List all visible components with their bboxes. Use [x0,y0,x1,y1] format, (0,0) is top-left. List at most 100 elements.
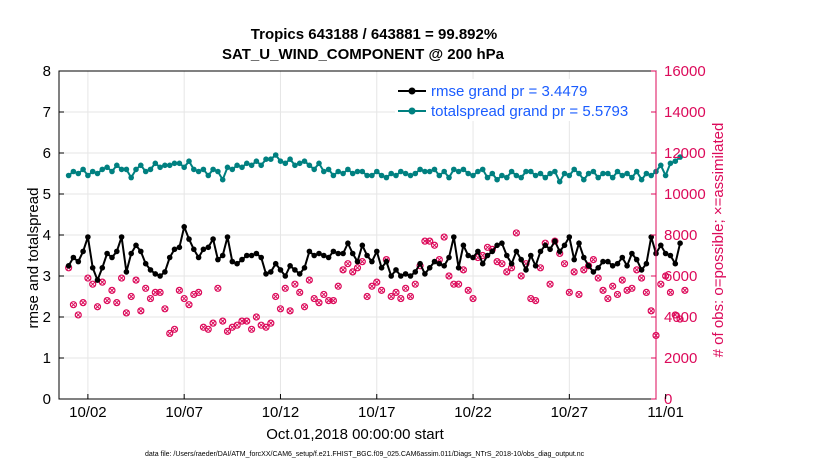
totalspread-point [638,176,645,183]
obs-possible-marker [421,237,429,245]
obs-possible-marker [599,286,607,294]
totalspread-point [417,166,423,173]
rmse-point [479,260,486,267]
y-axis-right-label: # of obs: o=possible; ×=assimilated [710,123,727,358]
totalspread-point [532,172,539,179]
rmse-point [532,263,539,269]
rmse-point [157,273,163,279]
obs-possible-marker [406,292,415,301]
obs-possible-marker [618,276,626,284]
y-left-tick-label: 7 [43,104,51,121]
obs-possible-marker [503,268,511,276]
obs-possible-marker [657,280,665,288]
obs-possible-marker [103,297,111,305]
obs-possible-marker [113,299,121,307]
totalspread-point [258,162,265,169]
obs-assimilated-marker [248,326,255,333]
x-tick-label: 10/27 [551,404,589,421]
footnote-data-file: data file: /Users/raeder/DAI/ATM_forcXX/… [145,451,585,458]
obs-possible-marker [122,309,131,317]
obs-possible-marker [156,288,164,296]
obs-assimilated-marker [157,289,163,296]
y-left-tick-label: 6 [43,145,51,162]
totalspread-point [200,166,207,173]
rmse-point [369,258,375,265]
rmse-point [171,246,178,253]
totalspread-point [460,166,467,173]
obs-assimilated-marker [292,281,298,288]
x-tick-label: 10/12 [262,404,300,421]
obs-assimilated-marker [128,293,135,300]
legend-spread-label: totalspread grand pr = 5.5793 [431,103,628,120]
obs-assimilated-marker [609,283,616,290]
totalspread-point [369,172,375,179]
obs-assimilated-marker [576,291,582,298]
rmse-point [99,265,106,271]
obs-assimilated-marker [648,307,655,314]
rmse-point [624,263,630,269]
obs-assimilated-marker [605,295,611,302]
obs-possible-marker [185,301,193,309]
obs-possible-marker [320,290,328,299]
rmse-point [383,258,390,265]
rmse-point [581,254,587,261]
obs-assimilated-marker [267,320,274,327]
obs-assimilated-marker [210,320,216,327]
totalspread-point [393,172,399,179]
rmse-point [518,256,524,263]
series-lines [65,152,683,283]
x-axis-label: Oct.01,2018 00:00:00 start [266,426,444,443]
y-left-tick-label: 5 [43,186,51,203]
obs-assimilated-marker [373,279,380,286]
obs-assimilated-marker [436,256,443,263]
obs-assimilated-marker [499,260,505,267]
obs-assimilated-marker [215,285,221,292]
obs-possible-marker [137,307,145,315]
totalspread-point [422,168,428,175]
obs-possible-marker [272,292,280,301]
obs-possible-marker [397,294,405,303]
totalspread-point [239,164,245,171]
obs-assimilated-marker [109,287,115,294]
totalspread-point [349,170,356,177]
rmse-point [109,254,115,261]
totalspread-point [277,158,284,164]
obs-possible-marker [387,292,395,301]
rmse-point [537,248,544,255]
obs-possible-marker [315,299,323,307]
rmse-point [556,248,563,255]
y-right-tick-label: 12000 [664,145,706,162]
obs-possible-marker [666,288,675,296]
totalspread-point [383,174,390,181]
obs-possible-marker [300,303,309,311]
obs-possible-marker [532,297,540,305]
rmse-point [571,256,577,263]
rmse-point [451,234,457,240]
obs-possible-marker [262,323,270,331]
totalspread-point [499,172,505,179]
rmse-point [658,242,664,249]
rmse-point [181,224,187,230]
totalspread-point [566,172,573,179]
obs-possible-marker [204,325,212,333]
y-right-tick-label: 8000 [664,227,697,244]
obs-possible-marker [498,260,506,268]
rmse-point [417,260,423,267]
obs-assimilated-marker [561,260,568,267]
obs-assimilated-marker [547,281,553,288]
obs-possible-marker [74,311,82,319]
totalspread-point [263,156,269,162]
totalspread-point [547,170,553,177]
x-tick-label: 10/07 [165,404,203,421]
rmse-point [133,242,139,249]
rmse-point [248,252,255,259]
obs-assimilated-marker [253,314,260,320]
totalspread-point [316,160,322,167]
totalspread-point [94,170,101,177]
totalspread-point [633,168,640,175]
rmse-point [354,258,361,265]
obs-assimilated-marker [397,295,404,302]
totalspread-point [292,162,298,169]
obs-possible-marker [329,297,338,305]
obs-possible-marker [84,274,92,282]
